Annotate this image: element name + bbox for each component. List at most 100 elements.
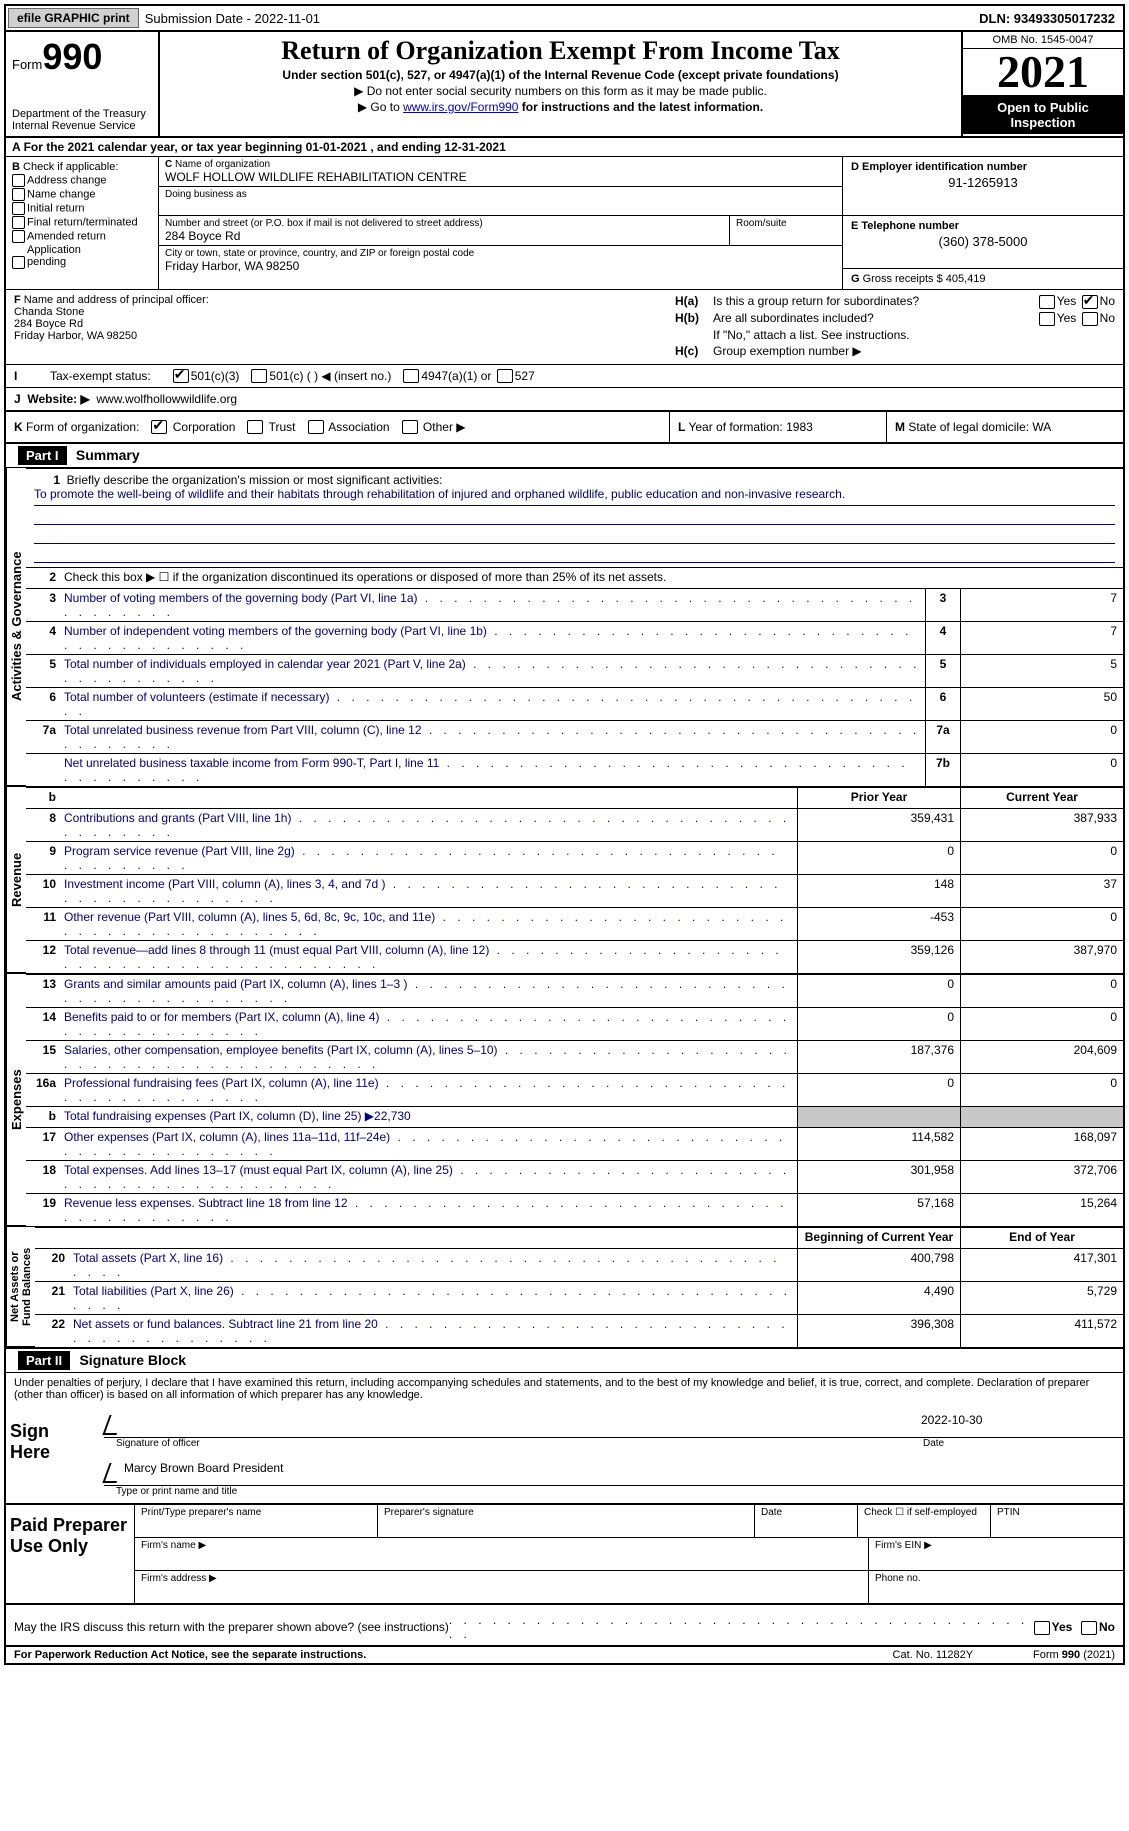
ptin-label: PTIN <box>991 1505 1123 1537</box>
summary-row: 19Revenue less expenses. Subtract line 1… <box>26 1193 1123 1226</box>
501c-checkbox[interactable] <box>251 369 267 383</box>
paperwork-notice: For Paperwork Reduction Act Notice, see … <box>14 1649 366 1661</box>
firm-addr-label: Firm's address ▶ <box>135 1571 869 1603</box>
officer-printed-name: Marcy Brown Board President <box>124 1461 283 1483</box>
other-checkbox[interactable] <box>402 420 418 434</box>
summary-row: 8Contributions and grants (Part VIII, li… <box>26 808 1123 841</box>
discuss-row: May the IRS discuss this return with the… <box>6 1609 1123 1647</box>
h-c-text: Group exemption number ▶ <box>713 344 1115 358</box>
hdr-current-year: Current Year <box>960 788 1123 808</box>
phone-value: (360) 378-5000 <box>851 234 1115 249</box>
firm-name-label: Firm's name ▶ <box>135 1538 869 1570</box>
klm-row: K Form of organization: Corporation Trus… <box>6 412 1123 445</box>
street-label: Number and street (or P.O. box if mail i… <box>165 218 723 229</box>
summary-row: 12Total revenue—add lines 8 through 11 (… <box>26 940 1123 973</box>
checkbox-amended-return[interactable] <box>12 230 25 243</box>
dln-number: DLN: 93493305017232 <box>979 11 1121 26</box>
summary-row: 17Other expenses (Part IX, column (A), l… <box>26 1127 1123 1160</box>
box-c: C C Name of organizationName of organiza… <box>159 157 842 289</box>
discuss-no-checkbox[interactable] <box>1081 1621 1097 1635</box>
summary-row: 6Total number of volunteers (estimate if… <box>26 687 1123 720</box>
summary-row: 4Number of independent voting members of… <box>26 621 1123 654</box>
city-label: City or town, state or province, country… <box>165 248 836 259</box>
box-b-label: B B Check if applicable:Check if applica… <box>12 161 152 173</box>
org-name: WOLF HOLLOW WILDLIFE REHABILITATION CENT… <box>165 170 836 184</box>
goto-note: ▶ Go to www.irs.gov/Form990 for instruct… <box>164 100 957 114</box>
box-i: I Tax-exempt status: 501(c)(3) 501(c) ( … <box>6 365 1123 388</box>
summary-row: 16aProfessional fundraising fees (Part I… <box>26 1073 1123 1106</box>
paid-preparer-label: Paid Preparer Use Only <box>6 1505 135 1603</box>
form-prefix: Form <box>12 57 42 72</box>
h-a-text: Is this a group return for subordinates? <box>713 294 1037 308</box>
top-bar: efile GRAPHIC print Submission Date - 20… <box>6 6 1123 32</box>
vlabel-revenue: Revenue <box>6 787 26 973</box>
checkbox-application-pending[interactable] <box>12 256 25 269</box>
vlabel-netassets: Net Assets or Fund Balances <box>6 1227 35 1347</box>
phone-label: E Telephone number <box>851 220 1115 232</box>
paid-preparer-block: Paid Preparer Use Only Print/Type prepar… <box>6 1503 1123 1605</box>
summary-row: 7aTotal unrelated business revenue from … <box>26 720 1123 753</box>
checkbox-final-return[interactable] <box>12 216 25 229</box>
firm-ein-label: Firm's EIN ▶ <box>869 1538 1123 1570</box>
irs-form990-link[interactable]: www.irs.gov/Form990 <box>403 100 518 114</box>
summary-row: bTotal fundraising expenses (Part IX, co… <box>26 1106 1123 1127</box>
box-l: L Year of formation: 1983 <box>669 412 886 443</box>
part-i-header: Part I Summary <box>6 444 1123 468</box>
summary-row: 21Total liabilities (Part X, line 26)4,4… <box>35 1281 1123 1314</box>
summary-row: 18Total expenses. Add lines 13–17 (must … <box>26 1160 1123 1193</box>
prep-name-label: Print/Type preparer's name <box>135 1505 378 1537</box>
ein-value: 91-1265913 <box>851 175 1115 190</box>
org-name-label: C C Name of organizationName of organiza… <box>165 159 836 170</box>
ein-label: D Employer identification number <box>851 161 1115 173</box>
ha-no-checkbox[interactable] <box>1082 295 1098 309</box>
hb-yes-checkbox[interactable] <box>1039 312 1055 326</box>
ha-yes-checkbox[interactable] <box>1039 295 1055 309</box>
efile-print-button[interactable]: efile GRAPHIC print <box>8 8 139 28</box>
checkbox-initial-return[interactable] <box>12 202 25 215</box>
discuss-yes-checkbox[interactable] <box>1034 1621 1050 1635</box>
hdr-beginning: Beginning of Current Year <box>797 1228 960 1248</box>
sig-date: 2022-10-30 <box>921 1413 1121 1435</box>
title-box: Return of Organization Exempt From Incom… <box>160 32 961 136</box>
4947a1-checkbox[interactable] <box>403 369 419 383</box>
footer-row: For Paperwork Reduction Act Notice, see … <box>6 1647 1123 1663</box>
line-2: Check this box ▶ ☐ if the organization d… <box>60 568 1123 588</box>
form-number: 990 <box>42 36 102 77</box>
prep-date-label: Date <box>755 1505 858 1537</box>
501c3-checkbox[interactable] <box>173 369 189 383</box>
summary-row: 22Net assets or fund balances. Subtract … <box>35 1314 1123 1347</box>
box-m: M State of legal domicile: WA <box>886 412 1123 443</box>
summary-row: 11Other revenue (Part VIII, column (A), … <box>26 907 1123 940</box>
hb-note: If "No," attach a list. See instructions… <box>675 328 1115 342</box>
period-row: A For the 2021 calendar year, or tax yea… <box>6 138 1123 157</box>
summary-row: 14Benefits paid to or for members (Part … <box>26 1007 1123 1040</box>
mission-label: Briefly describe the organization's miss… <box>67 473 443 487</box>
assoc-checkbox[interactable] <box>308 420 324 434</box>
527-checkbox[interactable] <box>497 369 513 383</box>
summary-row: 3Number of voting members of the governi… <box>26 588 1123 621</box>
sign-here-block: Sign Here 2022-10-30 Signature of office… <box>6 1411 1123 1497</box>
box-b: B B Check if applicable:Check if applica… <box>6 157 159 289</box>
submission-date: Submission Date - 2022-11-01 <box>145 11 320 26</box>
vlabel-activities: Activities & Governance <box>6 468 26 786</box>
corp-checkbox[interactable] <box>151 420 167 434</box>
hb-no-checkbox[interactable] <box>1082 312 1098 326</box>
form-990-container: efile GRAPHIC print Submission Date - 20… <box>4 4 1125 1665</box>
hdr-end: End of Year <box>960 1228 1123 1248</box>
dept-treasury: Department of the Treasury Internal Reve… <box>12 108 152 132</box>
ssn-note: Do not enter social security numbers on … <box>164 84 957 98</box>
checkbox-address-change[interactable] <box>12 174 25 187</box>
website-url: www.wolfhollowwildlife.org <box>96 392 237 406</box>
sign-here-label: Sign Here <box>6 1411 94 1497</box>
room-suite-label: Room/suite <box>730 216 842 245</box>
section-bcdeg: B B Check if applicable:Check if applica… <box>6 157 1123 290</box>
vlabel-expenses: Expenses <box>6 974 26 1226</box>
trust-checkbox[interactable] <box>247 420 263 434</box>
city-state-zip: Friday Harbor, WA 98250 <box>165 259 836 273</box>
box-k: K Form of organization: Corporation Trus… <box>6 412 669 443</box>
summary-row: 13Grants and similar amounts paid (Part … <box>26 974 1123 1007</box>
part-ii-header: Part II Signature Block <box>6 1349 1123 1373</box>
checkbox-name-change[interactable] <box>12 188 25 201</box>
right-deg-col: D Employer identification number 91-1265… <box>842 157 1123 289</box>
catalog-number: Cat. No. 11282Y <box>893 1649 974 1661</box>
